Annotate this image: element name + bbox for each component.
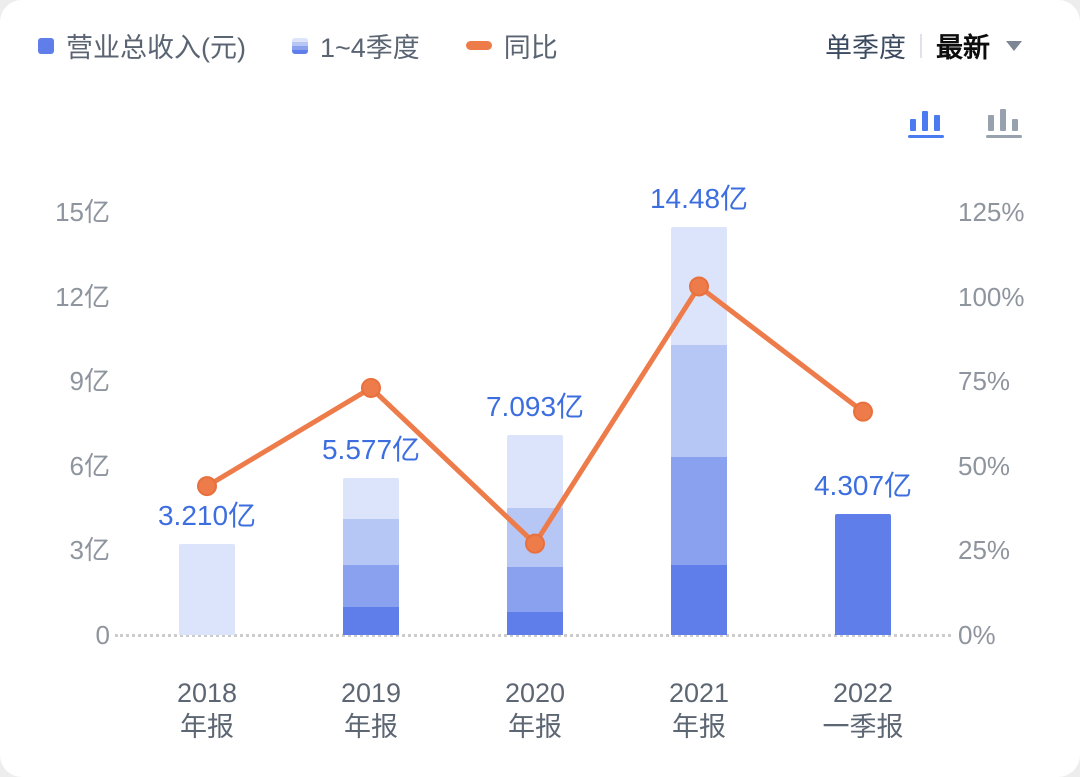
- bar-segment: [343, 477, 399, 520]
- axis-tick-label: 3亿: [69, 535, 110, 566]
- legend-item-yoy[interactable]: 同比: [465, 26, 558, 65]
- bar-2019[interactable]: [343, 477, 399, 635]
- bar-value-label: 3.210亿: [157, 500, 257, 532]
- bar-value-label: 5.577亿: [321, 433, 421, 465]
- latest-toggle[interactable]: 最新: [936, 33, 990, 63]
- bar-value-label: 7.093亿: [485, 390, 585, 422]
- bar-segment: [671, 457, 727, 565]
- quarters-swatch-icon: [291, 37, 308, 54]
- category-label-2020: 2020 年报: [504, 678, 566, 742]
- bar-value-label: 14.48亿: [649, 182, 749, 214]
- bar-segment: [507, 612, 563, 635]
- controls-divider: [920, 33, 922, 58]
- axis-tick-label: 15亿: [55, 197, 110, 227]
- yoy-line-point[interactable]: [689, 276, 709, 297]
- category-label-2022: 2022 一季报: [822, 678, 904, 742]
- bar-segment: [835, 513, 891, 635]
- x-axis-baseline: [115, 634, 951, 637]
- bar-2018[interactable]: [179, 544, 235, 635]
- axis-tick-label: 50%: [958, 450, 1011, 481]
- period-controls: 单季度 最新: [825, 26, 1022, 65]
- legend-revenue-label: 营业总收入(元): [66, 33, 246, 63]
- yoy-line-point[interactable]: [197, 476, 217, 497]
- yoy-line-point[interactable]: [525, 533, 545, 554]
- yoy-line: [205, 283, 865, 547]
- axis-tick-label: 75%: [958, 366, 1011, 397]
- axis-tick-label: 6亿: [69, 450, 110, 481]
- revenue-swatch-icon: [38, 37, 54, 54]
- bar-segment: [507, 435, 563, 509]
- x-axis: 2018 年报 2019 年报 2020 年报 2021 年报 2022 一季报: [125, 676, 945, 756]
- legend-item-quarters[interactable]: 1~4季度: [291, 26, 420, 65]
- legend: 营业总收入(元) 1~4季度 同比: [38, 26, 558, 65]
- plot-area: 3.210亿 5.577亿 7.093亿 14.48亿 4.307亿: [115, 183, 951, 637]
- bar-segment: [343, 519, 399, 565]
- legend-item-revenue[interactable]: 营业总收入(元): [38, 26, 246, 65]
- bar-segment: [507, 567, 563, 613]
- category-label-2019: 2019 年报: [340, 678, 402, 742]
- axis-tick-label: 125%: [958, 197, 1025, 227]
- bar-segment: [671, 344, 727, 458]
- yoy-line-point[interactable]: [361, 377, 381, 398]
- legend-yoy-label: 同比: [503, 33, 558, 63]
- axis-tick-label: 25%: [958, 535, 1011, 566]
- y-axis-left: 0 3亿 6亿 9亿 12亿 15亿: [28, 198, 110, 649]
- bar-chart-icon[interactable]: [986, 106, 1022, 138]
- axis-tick-label: 0: [95, 620, 110, 650]
- bar-2021[interactable]: [671, 226, 727, 635]
- y-axis-right: 0% 25% 50% 75% 100% 125%: [958, 198, 1050, 649]
- bar-segment: [343, 606, 399, 635]
- bar-segment: [343, 564, 399, 607]
- bar-value-label: 4.307亿: [813, 469, 913, 501]
- bar-2022[interactable]: [835, 513, 891, 635]
- axis-tick-label: 100%: [958, 281, 1025, 312]
- category-label-2021: 2021 年报: [668, 678, 730, 742]
- chevron-down-icon[interactable]: [1006, 40, 1022, 51]
- bar-segment: [671, 564, 727, 635]
- period-toggle[interactable]: 单季度: [825, 33, 906, 63]
- stacked-bar-chart-icon[interactable]: [908, 106, 944, 138]
- bar-segment: [179, 544, 235, 635]
- yoy-line-chart: [197, 276, 873, 554]
- yoy-line-point[interactable]: [853, 401, 873, 422]
- axis-tick-label: 0%: [958, 620, 996, 650]
- category-label-2018: 2018 年报: [176, 678, 238, 742]
- axis-tick-label: 9亿: [69, 366, 110, 397]
- axis-tick-label: 12亿: [55, 281, 110, 312]
- yoy-swatch-icon: [465, 41, 492, 50]
- legend-quarters-label: 1~4季度: [319, 33, 420, 63]
- chart-type-switcher: [908, 106, 1022, 138]
